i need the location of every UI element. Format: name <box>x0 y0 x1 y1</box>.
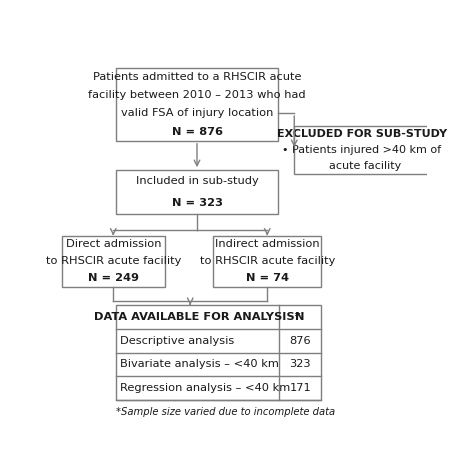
Bar <box>294 126 429 173</box>
Text: valid FSA of injury location: valid FSA of injury location <box>121 109 273 118</box>
Bar <box>116 170 278 214</box>
Text: • Patients injured >40 km of: • Patients injured >40 km of <box>282 145 441 155</box>
Text: N = 249: N = 249 <box>88 273 139 283</box>
Bar <box>116 305 321 400</box>
Text: Bivariate analysis – <40 km: Bivariate analysis – <40 km <box>120 359 279 369</box>
Text: to RHSCIR acute facility: to RHSCIR acute facility <box>200 256 335 266</box>
Text: Regression analysis – <40 km: Regression analysis – <40 km <box>120 383 290 393</box>
Text: Patients admitted to a RHSCIR acute: Patients admitted to a RHSCIR acute <box>93 72 301 82</box>
Text: N: N <box>295 312 305 322</box>
Text: N = 74: N = 74 <box>246 273 289 283</box>
Text: N = 323: N = 323 <box>172 198 222 208</box>
Text: Descriptive analysis: Descriptive analysis <box>120 336 234 346</box>
Text: Indirect admission: Indirect admission <box>215 239 319 249</box>
Text: EXCLUDED FOR SUB-STUDY: EXCLUDED FOR SUB-STUDY <box>277 129 447 139</box>
Text: facility between 2010 – 2013 who had: facility between 2010 – 2013 who had <box>88 90 306 100</box>
Text: to RHSCIR acute facility: to RHSCIR acute facility <box>46 256 181 266</box>
Text: 323: 323 <box>290 359 311 369</box>
Bar <box>116 68 278 141</box>
Text: Direct admission: Direct admission <box>65 239 161 249</box>
Bar <box>62 236 164 287</box>
Text: acute facility: acute facility <box>322 161 401 171</box>
Bar <box>213 236 321 287</box>
Text: 171: 171 <box>289 383 311 393</box>
Text: Included in sub-study: Included in sub-study <box>136 176 258 186</box>
Text: N = 876: N = 876 <box>172 127 222 137</box>
Text: DATA AVAILABLE FOR ANALYSIS*: DATA AVAILABLE FOR ANALYSIS* <box>94 312 301 322</box>
Text: *Sample size varied due to incomplete data: *Sample size varied due to incomplete da… <box>116 407 335 417</box>
Text: 876: 876 <box>290 336 311 346</box>
